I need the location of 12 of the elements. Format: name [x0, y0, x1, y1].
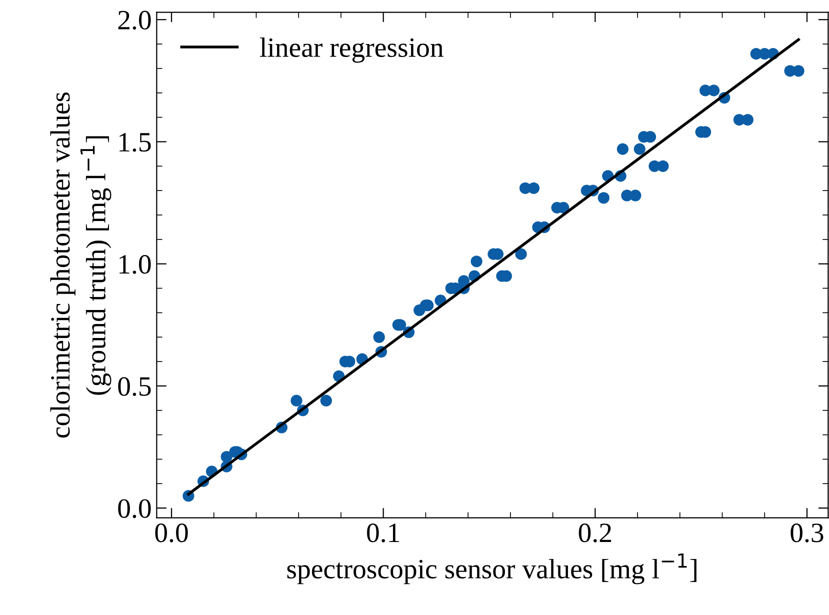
x-tick-label: 0.0 [155, 523, 188, 542]
x-tick-label: 0.1 [367, 523, 400, 542]
y-axis-title: colorimetric photometer values (ground truth) [mg l$^{−1}$] [50, 92, 112, 438]
y-tick-label: 0.0 [118, 499, 151, 518]
x-tick-label: 0.2 [578, 523, 611, 542]
x-axis-title: spectroscopic sensor values [mg l$^{−1}$] [287, 553, 696, 584]
x-tick-label: 0.3 [790, 523, 824, 542]
y-tick-label: 0.5 [118, 377, 151, 396]
y-tick-label: 1.0 [120, 255, 151, 274]
legend-label: linear regression [260, 37, 444, 63]
y-tick-label: 1.5 [120, 133, 151, 152]
y-tick-label: 2.0 [118, 10, 151, 30]
